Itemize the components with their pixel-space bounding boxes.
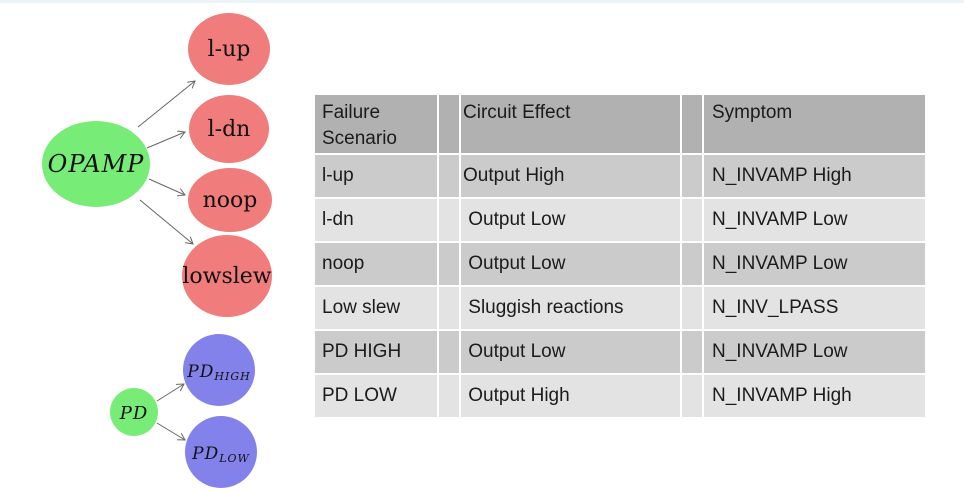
cell-spacer [439, 199, 459, 241]
table-header-row: Failure Scenario Circuit Effect Symptom [315, 95, 925, 153]
cell-effect: Sluggish reactions [461, 287, 680, 329]
cell-scenario: Low slew [315, 287, 437, 329]
cell-spacer [682, 199, 702, 241]
node-l-dn-label: l-dn [208, 117, 251, 142]
cell-symptom: N_INVAMP Low [704, 331, 925, 373]
cell-symptom: N_INVAMP Low [704, 243, 925, 285]
node-lowslew [182, 235, 272, 317]
table-row: Low slew Sluggish reactions N_INV_LPASS [315, 287, 925, 329]
pd-high-base: PD [186, 362, 214, 382]
node-l-up [188, 13, 270, 85]
cell-scenario: l-up [315, 155, 437, 197]
cell-spacer [682, 331, 702, 373]
edge-pd-pdlow [156, 422, 185, 440]
node-opamp-label: OPAMP [48, 150, 145, 178]
edge-pd-pdhigh [156, 384, 184, 402]
edge-opamp-lup [137, 81, 195, 128]
node-pd-high-label: PDHIGH [186, 362, 250, 383]
cell-spacer [682, 287, 702, 329]
node-pd-low [185, 416, 257, 488]
cell-scenario: PD LOW [315, 375, 437, 417]
table-row: PD HIGH Output Low N_INVAMP Low [315, 331, 925, 373]
node-opamp [42, 121, 150, 207]
cell-spacer [439, 331, 459, 373]
col-header-failure-scenario: Failure Scenario [315, 95, 437, 153]
col-header-circuit-effect: Circuit Effect [461, 95, 680, 153]
table-row: noop Output Low N_INVAMP Low [315, 243, 925, 285]
pd-low-base: PD [191, 444, 219, 464]
spacer-column-1 [439, 95, 459, 153]
cell-symptom: N_INVAMP High [704, 155, 925, 197]
pd-low-subscript: LOW [218, 452, 250, 465]
cell-scenario: l-dn [315, 199, 437, 241]
cell-effect: Output Low [461, 331, 680, 373]
node-pd [110, 388, 158, 436]
node-lowslew-label: lowslew [182, 264, 271, 289]
cell-effect: Output High [461, 155, 680, 197]
node-l-dn [189, 95, 269, 163]
node-pd-label: PD [119, 403, 149, 424]
table-row: l-up Output High N_INVAMP High [315, 155, 925, 197]
cell-effect: Output Low [461, 243, 680, 285]
table-row: l-dn Output Low N_INVAMP Low [315, 199, 925, 241]
node-pd-low-label: PDLOW [191, 444, 250, 465]
cell-spacer [439, 155, 459, 197]
spacer-column-2 [682, 95, 702, 153]
edge-opamp-lowslew [139, 199, 193, 244]
col-header-symptom: Symptom [704, 95, 925, 153]
edge-opamp-ldn [146, 132, 185, 149]
cell-symptom: N_INVAMP Low [704, 199, 925, 241]
window-top-strip [0, 0, 964, 3]
cell-spacer [682, 155, 702, 197]
cell-scenario: noop [315, 243, 437, 285]
table-row: PD LOW Output High N_INVAMP High [315, 375, 925, 417]
cell-effect: Output Low [461, 199, 680, 241]
cell-effect: Output High [461, 375, 680, 417]
pd-high-subscript: HIGH [213, 370, 250, 383]
cell-spacer [682, 243, 702, 285]
cell-symptom: N_INVAMP High [704, 375, 925, 417]
node-noop [188, 168, 272, 232]
cell-scenario: PD HIGH [315, 331, 437, 373]
cell-spacer [439, 243, 459, 285]
edge-opamp-noop [148, 178, 185, 195]
cell-spacer [682, 375, 702, 417]
cell-spacer [439, 287, 459, 329]
fault-diagram: OPAMP l-up l-dn noop lowslew PD PDHIGH P… [42, 13, 272, 488]
node-l-up-label: l-up [208, 37, 251, 62]
node-pd-high [183, 334, 255, 406]
cell-spacer [439, 375, 459, 417]
failure-symptom-table: Failure Scenario Circuit Effect Symptom … [313, 93, 927, 419]
cell-symptom: N_INV_LPASS [704, 287, 925, 329]
node-noop-label: noop [203, 188, 258, 213]
